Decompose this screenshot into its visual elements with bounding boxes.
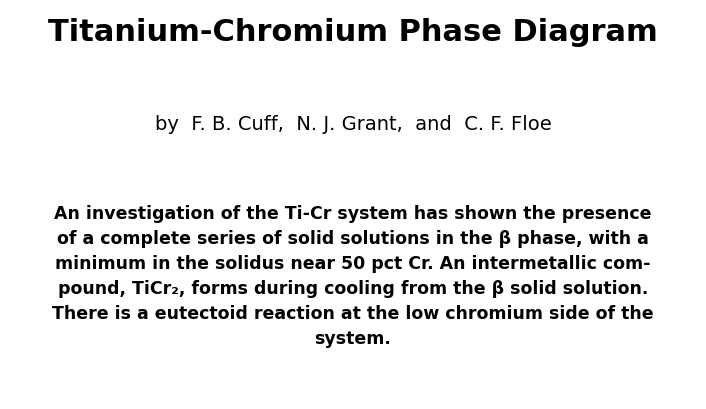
Text: by  F. B. Cuff,  N. J. Grant,  and  C. F. Floe: by F. B. Cuff, N. J. Grant, and C. F. Fl… <box>155 115 551 133</box>
Text: Titanium-Chromium Phase Diagram: Titanium-Chromium Phase Diagram <box>48 18 658 47</box>
Text: An investigation of the Ti-Cr system has shown the presence
of a complete series: An investigation of the Ti-Cr system has… <box>52 204 654 347</box>
